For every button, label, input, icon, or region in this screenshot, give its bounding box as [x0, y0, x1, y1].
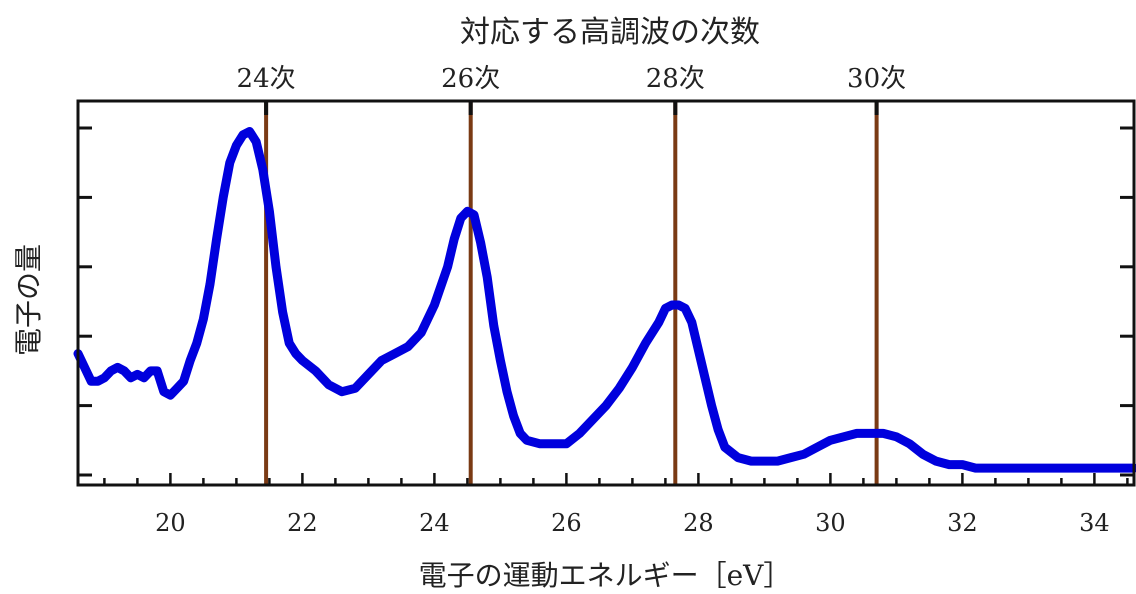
chart-ylabel: 電子の量: [12, 244, 45, 356]
y-ticks: [78, 126, 1134, 477]
x-tick-label-28: 28: [683, 509, 714, 537]
harmonic-label-0: 24次: [237, 64, 296, 94]
chart-top-title: 対応する高調波の次数: [460, 15, 760, 50]
series-line-0: [73, 127, 1136, 473]
harmonic-labels: 24次 26次 28次 30次: [237, 64, 906, 115]
series-layer: [73, 127, 1136, 473]
plot-frame: [76, 99, 1136, 487]
harmonic-label-2: 28次: [646, 64, 705, 94]
x-tick-label-34: 34: [1079, 509, 1110, 537]
x-ticks: [103, 473, 1129, 485]
x-tick-label-26: 26: [551, 509, 582, 537]
x-tick-label-30: 30: [815, 509, 846, 537]
x-tick-labels: 20 22 24 26 28 30 32 34: [155, 509, 1110, 537]
x-tick-label-24: 24: [419, 509, 450, 537]
harmonic-label-3: 30次: [847, 64, 906, 94]
chart-xlabel: 電子の運動エネルギー［eV］: [419, 559, 792, 592]
x-tick-label-32: 32: [947, 509, 978, 537]
x-tick-label-20: 20: [155, 509, 186, 537]
harmonic-label-1: 26次: [441, 64, 500, 94]
x-tick-label-22: 22: [287, 509, 318, 537]
harmonic-lines: [264, 101, 879, 485]
